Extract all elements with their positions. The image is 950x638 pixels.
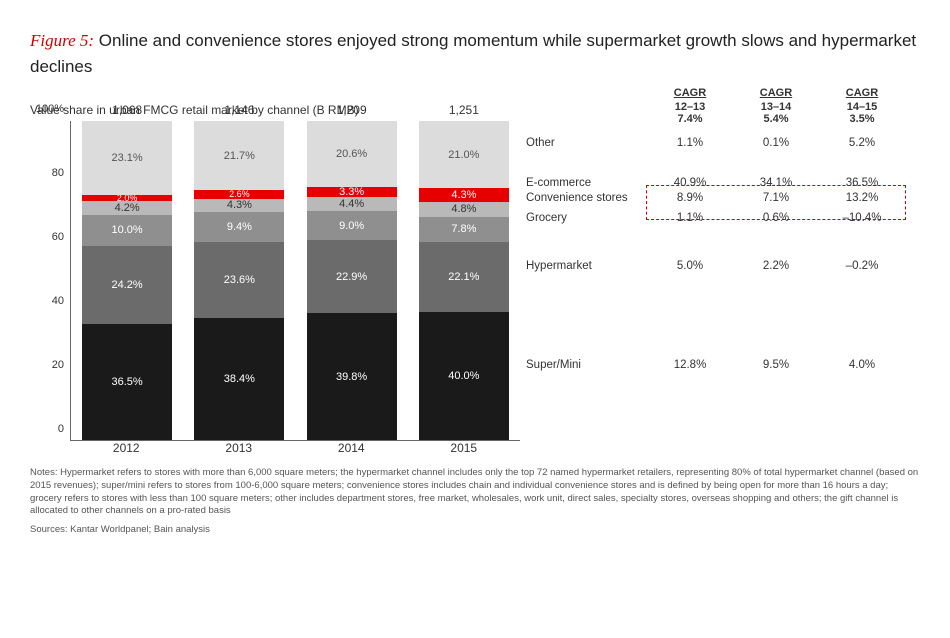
legend-hypermarket: Hypermarket (526, 260, 592, 272)
y-tick: 40 (52, 295, 64, 307)
legend-ecommerce: E-commerce (526, 177, 591, 189)
cagr-label: CAGR (650, 87, 730, 99)
bar-total-label: 1,251 (419, 103, 509, 117)
bar-column: 1,25121.0%4.3%4.8%7.8%22.1%40.0% (419, 121, 509, 440)
cagr-cell-super_mini: 12.8% (650, 359, 730, 371)
bar-segment-other: 21.7% (194, 121, 284, 190)
bar-segment-convenience: 4.8% (419, 202, 509, 217)
bar-segment-other: 20.6% (307, 121, 397, 187)
sources-text: Sources: Kantar Worldpanel; Bain analysi… (30, 524, 920, 537)
cagr-period: 13–14 (736, 101, 816, 113)
cagr-total: 7.4% (650, 113, 730, 125)
bar-segment-hypermarket: 24.2% (82, 246, 172, 323)
bar-segment-grocery: 7.8% (419, 217, 509, 242)
cagr-header: CAGR 12–137.4% (650, 87, 730, 125)
cagr-cell-hypermarket: –0.2% (822, 260, 902, 272)
cagr-cell-grocery: 1.1% (650, 212, 730, 224)
plot-area: 1,06823.1%2.0%4.2%10.0%24.2%36.5%1,14621… (70, 121, 520, 441)
legend-grocery: Grocery (526, 212, 567, 224)
bar-segment-ecommerce: 4.3% (419, 188, 509, 202)
bar-segment-grocery: 9.4% (194, 212, 284, 242)
legend-column: Other E-commerce Convenience stores Grocery… (520, 121, 650, 461)
bar-segment-ecommerce: 2.6% (194, 190, 284, 198)
legend-super_mini: Super/Mini (526, 359, 581, 371)
bar-segment-convenience: 4.4% (307, 197, 397, 211)
bar-total-label: 1,209 (307, 103, 397, 117)
cagr-cell-convenience: 8.9% (650, 192, 730, 204)
bar-segment-other: 23.1% (82, 121, 172, 195)
cagr-header: CAGR 13–145.4% (736, 87, 816, 125)
bar-segment-other: 21.0% (419, 121, 509, 188)
y-tick: 20 (52, 359, 64, 371)
cagr-cell-convenience: 13.2% (822, 192, 902, 204)
bar-segment-convenience: 4.2% (82, 201, 172, 214)
y-tick: 100% (36, 103, 64, 115)
figure-title-text: Online and convenience stores enjoyed st… (30, 31, 916, 76)
cagr-cell-ecommerce: 34.1% (736, 177, 816, 189)
bar-total-label: 1,146 (194, 103, 284, 117)
bar-segment-hypermarket: 22.9% (307, 240, 397, 313)
bar-column: 1,14621.7%2.6%4.3%9.4%23.6%38.4% (194, 121, 284, 440)
cagr-cell-other: 5.2% (822, 137, 902, 149)
bar-segment-super_mini: 38.4% (194, 318, 284, 440)
cagr-label: CAGR (822, 87, 902, 99)
x-axis-labels: 2012 2013 2014 2015 (70, 441, 520, 461)
cagr-total: 5.4% (736, 113, 816, 125)
bar-segment-super_mini: 40.0% (419, 312, 509, 440)
figure-title: Figure 5: Online and convenience stores … (30, 28, 920, 79)
cagr-cell-other: 0.1% (736, 137, 816, 149)
cagr-cell-super_mini: 9.5% (736, 359, 816, 371)
cagr-cell-convenience: 7.1% (736, 192, 816, 204)
bar-column: 1,06823.1%2.0%4.2%10.0%24.2%36.5% (82, 121, 172, 440)
y-tick: 80 (52, 167, 64, 179)
cagr-table: CAGR12–137.4%CAGR13–145.4%CAGR14–153.5%1… (650, 121, 910, 461)
x-label: 2012 (81, 441, 171, 461)
bar-segment-ecommerce: 3.3% (307, 187, 397, 198)
y-tick: 60 (52, 231, 64, 243)
bars-group: 1,06823.1%2.0%4.2%10.0%24.2%36.5%1,14621… (71, 121, 520, 440)
x-label: 2015 (419, 441, 509, 461)
notes-text: Notes: Hypermarket refers to stores with… (30, 467, 920, 518)
cagr-cell-hypermarket: 2.2% (736, 260, 816, 272)
bar-segment-convenience: 4.3% (194, 199, 284, 213)
x-label: 2013 (194, 441, 284, 461)
x-label: 2014 (306, 441, 396, 461)
cagr-cell-hypermarket: 5.0% (650, 260, 730, 272)
cagr-cell-other: 1.1% (650, 137, 730, 149)
bar-segment-grocery: 9.0% (307, 211, 397, 240)
chart-area: 020406080100% 1,06823.1%2.0%4.2%10.0%24.… (30, 121, 520, 461)
cagr-cell-ecommerce: 40.9% (650, 177, 730, 189)
bar-total-label: 1,068 (82, 103, 172, 117)
cagr-period: 14–15 (822, 101, 902, 113)
cagr-cell-ecommerce: 36.5% (822, 177, 902, 189)
figure-prefix: Figure 5: (30, 31, 94, 50)
chart-container: 020406080100% 1,06823.1%2.0%4.2%10.0%24.… (30, 121, 920, 461)
bar-segment-grocery: 10.0% (82, 215, 172, 247)
y-axis: 020406080100% (30, 121, 70, 441)
legend-convenience: Convenience stores (526, 192, 628, 204)
cagr-cell-grocery: 0.6% (736, 212, 816, 224)
cagr-cell-grocery: –10.4% (822, 212, 902, 224)
legend-other: Other (526, 137, 555, 149)
y-tick: 0 (58, 423, 64, 435)
bar-segment-super_mini: 39.8% (307, 313, 397, 440)
bar-segment-hypermarket: 22.1% (419, 242, 509, 312)
cagr-header: CAGR 14–153.5% (822, 87, 902, 125)
cagr-cell-super_mini: 4.0% (822, 359, 902, 371)
bar-column: 1,20920.6%3.3%4.4%9.0%22.9%39.8% (307, 121, 397, 440)
cagr-total: 3.5% (822, 113, 902, 125)
bar-segment-hypermarket: 23.6% (194, 242, 284, 317)
bar-segment-super_mini: 36.5% (82, 324, 172, 440)
cagr-label: CAGR (736, 87, 816, 99)
cagr-period: 12–13 (650, 101, 730, 113)
